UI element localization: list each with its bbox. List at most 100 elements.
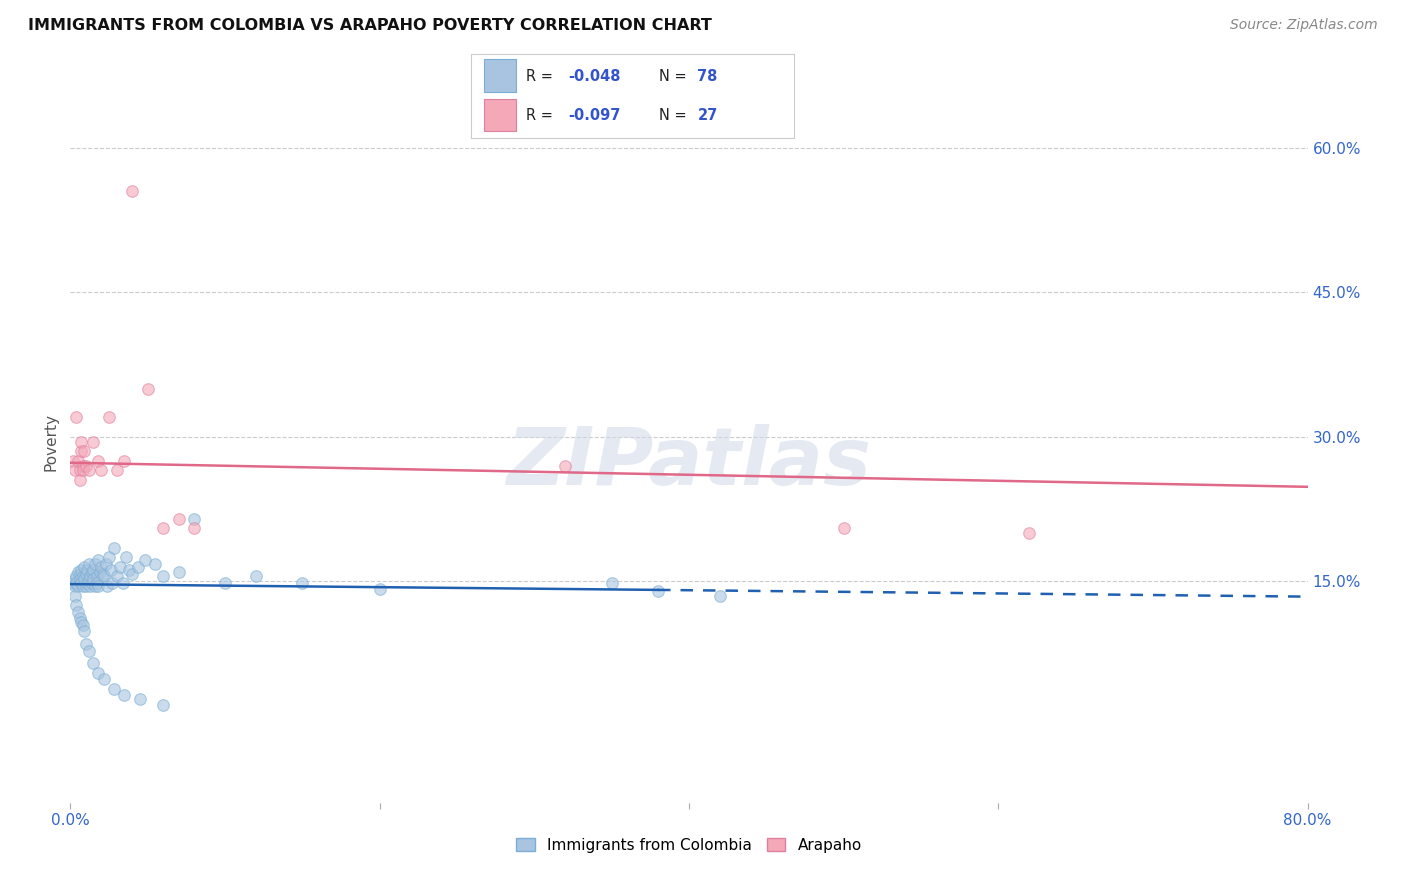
Point [75,579,97,593]
Point [70,563,93,577]
Point [554,458,576,473]
Point [62,454,84,468]
Point [72,617,94,632]
Point [87,553,110,567]
Point [72,569,94,583]
Point [167,565,190,579]
Point [84,557,107,571]
Point [152,521,174,535]
Point [67,605,90,619]
Text: -0.097: -0.097 [568,108,620,123]
Point [86,569,108,583]
Point [69,566,91,581]
Point [82,656,105,670]
Point [108,559,131,574]
Point [183,511,205,525]
Point [67,565,90,579]
Point [86,576,108,591]
Point [63,463,86,477]
Point [136,382,159,396]
Point [96,579,118,593]
Text: N =: N = [658,108,690,123]
Point [67,454,90,468]
Point [183,521,205,535]
Point [62,576,84,591]
FancyBboxPatch shape [484,99,516,131]
Point [93,569,115,583]
Point [80,565,103,579]
Point [70,444,93,458]
Point [709,589,731,603]
Point [75,458,97,473]
Point [291,576,314,591]
Point [75,637,97,651]
Point [65,569,87,583]
Point [134,553,156,567]
Point [75,566,97,581]
Point [79,569,101,583]
Y-axis label: Poverty: Poverty [44,412,59,471]
Point [79,579,101,593]
Point [73,559,96,574]
Text: 27: 27 [697,108,717,123]
Point [76,576,98,591]
Point [72,579,94,593]
Point [121,184,143,198]
Point [82,563,105,577]
Point [65,410,87,425]
Point [93,673,115,687]
Point [832,521,855,535]
Text: ZIPatlas: ZIPatlas [506,425,872,502]
Point [87,579,110,593]
Point [98,550,120,565]
FancyBboxPatch shape [484,60,516,92]
Point [87,454,110,468]
Point [63,572,86,586]
Point [82,434,105,449]
Point [152,569,174,583]
Text: N =: N = [658,69,690,84]
Point [105,463,128,477]
Point [647,583,669,598]
Point [145,557,166,571]
Point [63,589,86,603]
Point [63,579,86,593]
Text: Source: ZipAtlas.com: Source: ZipAtlas.com [1230,18,1378,32]
Point [127,559,149,574]
Point [73,624,96,639]
Point [80,576,103,591]
Point [167,511,190,525]
Point [90,463,112,477]
Point [77,572,100,586]
Point [69,572,91,586]
Point [89,565,111,579]
Point [72,463,94,477]
Point [600,576,623,591]
Point [67,579,90,593]
Text: R =: R = [526,69,558,84]
Point [69,473,91,487]
Point [121,566,143,581]
Point [129,691,152,706]
Point [73,444,96,458]
Point [84,579,107,593]
Point [69,611,91,625]
Legend: Immigrants from Colombia, Arapaho: Immigrants from Colombia, Arapaho [509,830,869,860]
Point [87,665,110,680]
Point [77,643,100,657]
Point [114,454,135,468]
Point [245,569,267,583]
Point [77,463,100,477]
Point [91,566,114,581]
Point [82,572,105,586]
Point [214,576,236,591]
Point [69,463,91,477]
Point [152,698,174,712]
Point [70,434,93,449]
Point [94,557,117,571]
Text: IMMIGRANTS FROM COLOMBIA VS ARAPAHO POVERTY CORRELATION CHART: IMMIGRANTS FROM COLOMBIA VS ARAPAHO POVE… [28,18,711,33]
Point [100,563,122,577]
Point [114,688,135,702]
Point [65,599,87,613]
Point [77,557,100,571]
